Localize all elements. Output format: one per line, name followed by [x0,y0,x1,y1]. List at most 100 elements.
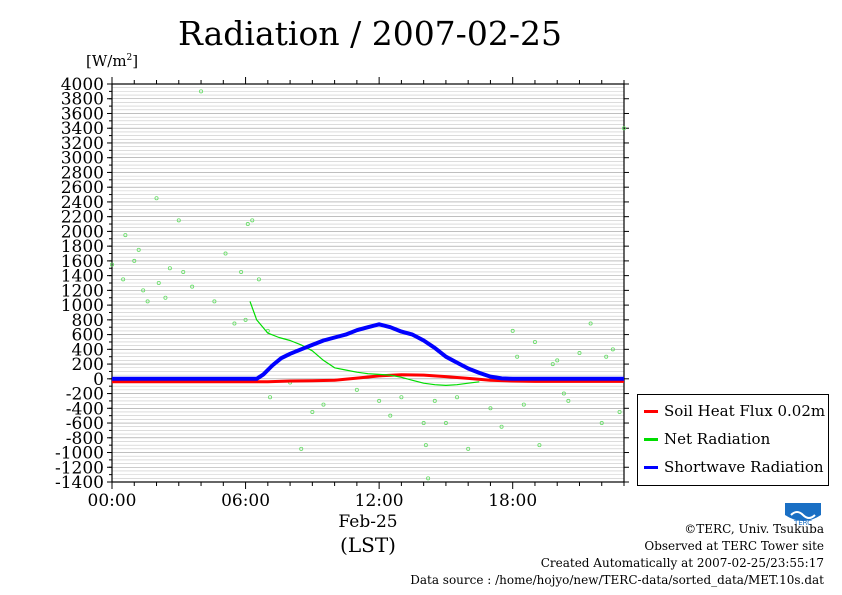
y-tick-label: 3800 [61,90,104,110]
y-tick-label: 3000 [61,149,104,169]
legend-item-shortwave: Shortwave Radiation [644,457,824,477]
scatter-point [239,269,244,274]
legend-swatch-green [644,437,658,441]
terc-logo: TERC [785,503,821,527]
y-tick-label: -1200 [55,458,104,478]
scatter-point [432,398,437,403]
scatter-point [256,277,261,282]
scatter-point [163,295,168,300]
scatter-point [212,299,217,304]
y-tick-label: 1000 [61,296,104,316]
legend: Soil Heat Flux 0.02m Net Radiation Short… [637,394,829,486]
unit-sup: 2 [126,53,133,63]
scatter-point [488,406,493,411]
scatter-point [121,277,126,282]
scatter-point [421,421,426,426]
y-tick-label: -400 [66,399,104,419]
legend-item-net-radiation: Net Radiation [644,429,770,449]
series-line-2 [112,322,624,381]
scatter-point [617,409,622,414]
footer-created: Created Automatically at 2007-02-25/23:5… [540,556,824,570]
y-tick-label: 1400 [61,267,104,287]
x-tick-label: 06:00 [221,491,270,511]
scatter-point [521,402,526,407]
scatter-point [268,395,273,400]
y-tick-label: 3200 [61,134,104,154]
scatter-point [321,402,326,407]
scatter-point [310,409,315,414]
y-tick-label: -600 [66,414,104,434]
scatter-point [532,339,537,344]
scatter-point [515,354,520,359]
scatter-point [132,258,137,263]
y-tick-label: 2600 [61,178,104,198]
logo-text: TERC [793,519,812,527]
scatter-point [190,284,195,289]
footer-source: Data source : /home/hojyo/new/TERC-data/… [410,573,824,587]
scatter-point [555,358,560,363]
scatter-point [232,321,237,326]
scatter-point [443,421,448,426]
scatter-point [499,424,504,429]
y-tick-label: 600 [72,326,104,346]
scatter-point [455,395,460,400]
scatter-point [299,446,304,451]
y-tick-label: 3600 [61,104,104,124]
scatter-point [223,251,228,256]
x-tick-label: 12:00 [355,491,404,511]
footer-copyright: ©TERC, Univ. Tsukuba [684,522,824,536]
scatter-point [141,288,146,293]
y-tick-label: 2400 [61,193,104,213]
y-tick-label: 200 [72,355,104,375]
y-tick-label: -1400 [55,473,104,493]
scatter-point [176,218,181,223]
y-tick-label: 2200 [61,208,104,228]
scatter-point [245,222,250,227]
scatter-point [145,299,150,304]
scatter-point [243,317,248,322]
scatter-point [156,280,161,285]
legend-label: Soil Heat Flux 0.02m [664,402,826,420]
scatter-point [354,387,359,392]
scatter-point [399,395,404,400]
legend-swatch-blue [644,465,658,469]
scatter-point [550,362,555,367]
y-tick-label: 400 [72,340,104,360]
y-tick-label: 0 [93,370,104,390]
x-tick-label: 18:00 [488,491,537,511]
scatter-point [423,443,428,448]
footer-observed: Observed at TERC Tower site [644,539,824,553]
scatter-point [123,233,128,238]
legend-item-soil-heat-flux: Soil Heat Flux 0.02m [644,401,825,421]
scatter-point [561,391,566,396]
scatter-point [136,247,141,252]
y-tick-label: -1000 [55,444,104,464]
scatter-point [377,398,382,403]
scatter-point [577,351,582,356]
y-tick-label: 3400 [61,119,104,139]
y-tick-label: 1800 [61,237,104,257]
y-tick-label: -800 [66,429,104,449]
y-tick-label: 4000 [61,75,104,95]
scatter-point [199,89,204,94]
y-tick-label: 800 [72,311,104,331]
y-tick-label: -200 [66,385,104,405]
unit-base: [W/m [86,52,127,70]
scatter-point [388,413,393,418]
scatter-point [610,347,615,352]
x-axis-date-label: Feb-25 [338,512,398,532]
scatter-point [110,262,115,267]
legend-label: Net Radiation [664,430,771,448]
y-tick-label: 2800 [61,163,104,183]
legend-label: Shortwave Radiation [664,458,824,476]
unit-end: ] [132,52,139,70]
scatter-point [510,328,515,333]
y-axis-unit: [W/m2] [86,52,138,70]
scatter-point [181,269,186,274]
scatter-point [466,446,471,451]
y-tick-label: 1200 [61,281,104,301]
scatter-point [599,421,604,426]
scatter-point [250,218,255,223]
x-axis-label: (LST) [340,533,396,557]
